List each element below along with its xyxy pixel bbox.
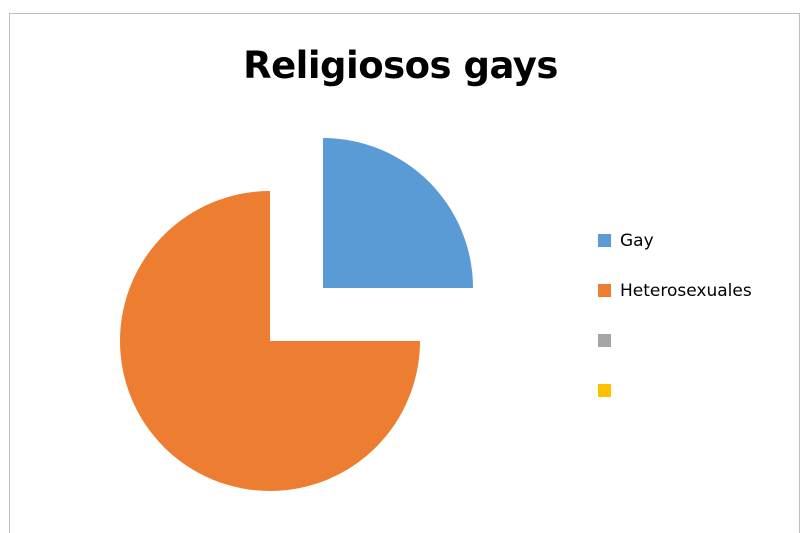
legend-item-heterosexuales: Heterosexuales — [598, 278, 798, 303]
legend-label: Gay — [620, 230, 654, 251]
pie-slice-heterosexuales — [120, 191, 420, 491]
legend-swatch — [598, 234, 611, 247]
legend-item-3 — [598, 328, 798, 353]
legend-swatch — [598, 384, 611, 397]
legend: Gay Heterosexuales — [598, 228, 798, 428]
legend-label: Heterosexuales — [620, 280, 752, 301]
chart-area — [9, 13, 800, 533]
legend-swatch — [598, 334, 611, 347]
legend-swatch — [598, 284, 611, 297]
pie-plot — [120, 138, 473, 491]
legend-item-gay: Gay — [598, 228, 798, 253]
pie-slice-gay — [323, 138, 473, 288]
legend-item-4 — [598, 378, 798, 403]
chart-title: Religiosos gays — [243, 44, 558, 87]
